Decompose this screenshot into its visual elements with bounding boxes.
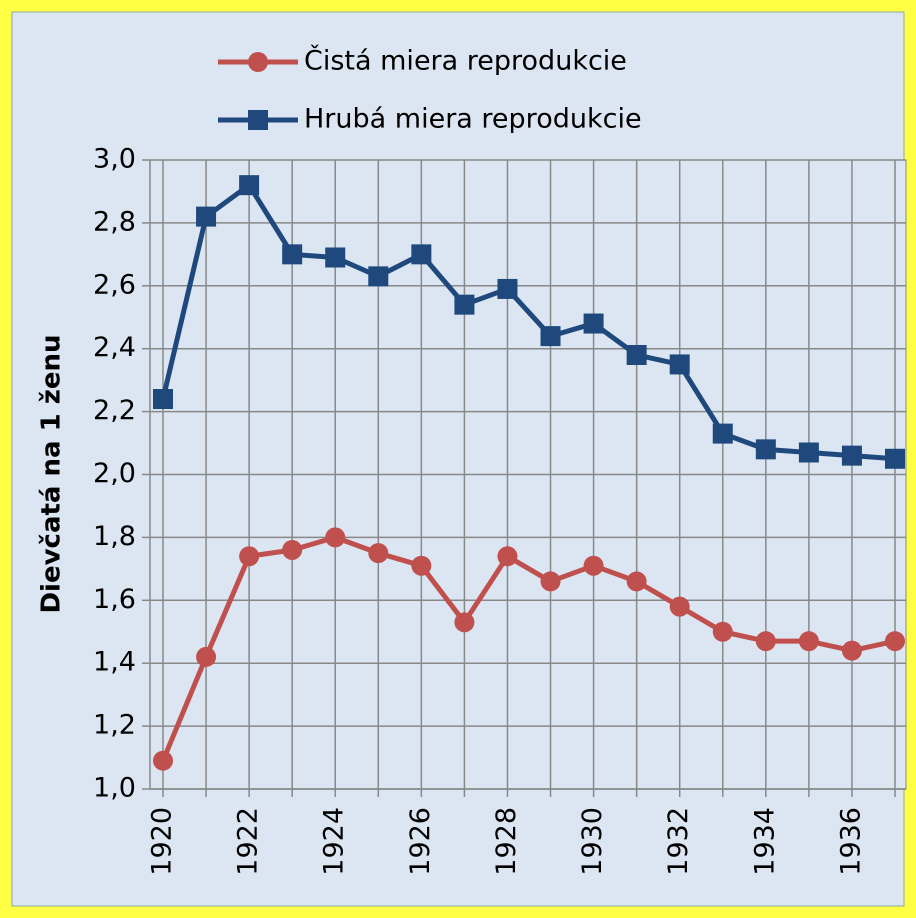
marker xyxy=(153,750,173,771)
marker xyxy=(841,445,862,466)
marker xyxy=(583,313,604,334)
y-tick-label: 1,2 xyxy=(93,710,136,741)
marker xyxy=(153,389,173,410)
marker xyxy=(841,640,862,661)
y-tick-label: 2,0 xyxy=(93,458,136,489)
marker xyxy=(196,206,217,227)
x-tick-label: 1932 xyxy=(663,807,694,876)
y-tick-label: 2,4 xyxy=(93,332,136,363)
marker xyxy=(411,555,432,576)
y-tick-label: 1,0 xyxy=(93,773,136,804)
marker xyxy=(798,442,819,463)
marker xyxy=(497,278,518,299)
y-tick-label: 2,6 xyxy=(93,269,136,300)
y-tick-label: 1,8 xyxy=(93,521,136,552)
marker xyxy=(798,631,819,652)
marker xyxy=(368,266,389,287)
marker xyxy=(239,546,260,567)
marker xyxy=(885,631,905,652)
marker xyxy=(282,244,303,265)
marker xyxy=(325,527,346,548)
x-tick-label: 1924 xyxy=(319,807,350,876)
marker xyxy=(454,294,475,315)
x-tick-label: 1926 xyxy=(405,807,436,876)
marker xyxy=(248,52,268,72)
y-axis-label: Dievčatá na 1 ženu xyxy=(37,334,67,613)
marker xyxy=(497,546,518,567)
marker xyxy=(248,110,268,130)
y-tick-label: 3,0 xyxy=(93,144,136,175)
marker xyxy=(540,571,561,592)
legend-label: Hrubá miera reprodukcie xyxy=(304,104,642,135)
marker xyxy=(583,555,604,576)
marker xyxy=(411,244,432,265)
marker xyxy=(454,612,475,633)
x-tick-label: 1920 xyxy=(147,807,178,876)
y-tick-label: 1,6 xyxy=(93,584,136,615)
marker xyxy=(325,247,346,268)
marker xyxy=(669,596,690,617)
x-tick-label: 1936 xyxy=(835,807,866,876)
marker xyxy=(755,439,776,460)
marker xyxy=(282,539,303,560)
marker xyxy=(885,448,905,469)
x-tick-label: 1934 xyxy=(749,807,780,876)
marker xyxy=(626,571,647,592)
marker xyxy=(196,646,217,667)
marker xyxy=(239,175,260,196)
y-tick-label: 2,2 xyxy=(93,395,136,426)
y-tick-label: 2,8 xyxy=(93,206,136,237)
marker xyxy=(669,354,690,375)
marker xyxy=(712,423,733,444)
marker xyxy=(712,621,733,642)
x-tick-label: 1922 xyxy=(233,807,264,876)
marker xyxy=(540,326,561,347)
x-tick-label: 1928 xyxy=(491,807,522,876)
legend-label: Čistá miera reprodukcie xyxy=(304,45,627,77)
x-tick-label: 1930 xyxy=(577,807,608,876)
y-tick-label: 1,4 xyxy=(93,647,136,678)
marker xyxy=(626,344,647,365)
marker xyxy=(755,631,776,652)
marker xyxy=(368,543,389,564)
